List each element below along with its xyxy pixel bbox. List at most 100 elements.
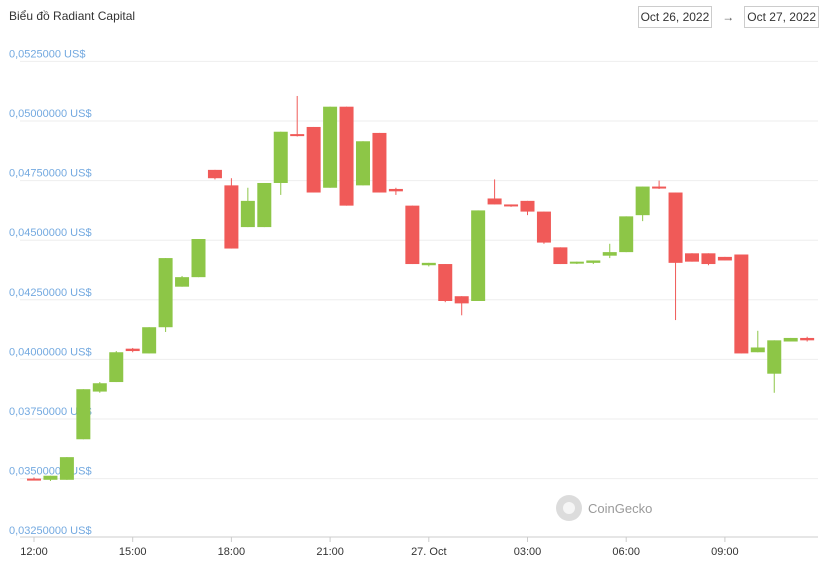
candle-down — [27, 477, 41, 481]
candle-down — [454, 296, 469, 316]
y-tick-label: 0,04250000 US$ — [9, 287, 92, 299]
candle-body — [290, 134, 305, 137]
candle-up — [59, 457, 74, 480]
x-tick-label: 09:00 — [711, 546, 739, 558]
candle-down — [553, 247, 568, 265]
candle-body — [323, 106, 338, 188]
candle-body — [59, 457, 74, 480]
candle-body — [388, 188, 403, 192]
candle-down — [207, 169, 222, 180]
candle-body — [191, 239, 206, 278]
y-gridlines — [20, 60, 818, 480]
candle-down — [372, 132, 387, 193]
candle-up — [569, 261, 584, 265]
candle-down — [224, 178, 239, 249]
candle-body — [224, 185, 239, 249]
candle-up — [750, 330, 765, 353]
watermark-text: CoinGecko — [588, 500, 653, 516]
x-tick-label: 06:00 — [612, 546, 640, 558]
candle-down — [800, 336, 815, 342]
candle-body — [701, 253, 716, 265]
y-tick-label: 0,04500000 US$ — [9, 227, 92, 239]
candle-body — [92, 383, 107, 392]
candle-body — [800, 337, 815, 341]
coingecko-watermark: CoinGecko — [556, 495, 652, 521]
candle-body — [553, 247, 568, 265]
y-tick-label: 0,03750000 US$ — [9, 406, 92, 418]
candle-down — [487, 179, 502, 205]
candle-body — [685, 253, 699, 262]
candle-down — [306, 126, 321, 193]
candle-down — [504, 204, 519, 207]
candle-up — [421, 262, 436, 267]
candle-up — [602, 243, 617, 259]
candle-body — [520, 200, 535, 212]
candle-body — [717, 256, 732, 261]
candle-down — [405, 205, 420, 265]
candle-up — [191, 239, 206, 278]
y-tick-label: 0,05000000 US$ — [9, 108, 92, 120]
candle-down — [536, 211, 551, 244]
candle-body — [207, 169, 222, 179]
date-range: Oct 26, 2022 → Oct 27, 2022 — [637, 6, 819, 28]
chart-title: Biểu đồ Radiant Capital — [9, 9, 136, 23]
y-tick-label: 0,04750000 US$ — [9, 168, 92, 180]
candle-down — [717, 256, 732, 261]
y-tick-label: 0,04000000 US$ — [9, 346, 92, 358]
candle-up — [783, 337, 798, 342]
candle-up — [767, 340, 782, 393]
x-tick-label: 03:00 — [514, 546, 542, 558]
candle-body — [602, 252, 617, 256]
candle-body — [504, 204, 519, 207]
candle-up — [92, 382, 107, 393]
candle-body — [109, 352, 124, 383]
candle-up — [109, 351, 124, 383]
candle-down — [734, 254, 749, 354]
arrow-right-icon: → — [722, 10, 735, 24]
candle-body — [635, 186, 650, 216]
candle-down — [438, 264, 453, 303]
candle-body — [175, 277, 190, 287]
candle-body — [43, 475, 58, 480]
candle-up — [356, 141, 370, 186]
candle-body — [668, 192, 683, 263]
candle-up — [323, 106, 338, 188]
date-from-input[interactable]: Oct 26, 2022 — [637, 6, 713, 28]
candle-body — [372, 132, 387, 193]
candle-up — [43, 475, 58, 481]
candle-up — [257, 182, 272, 228]
candle-down — [652, 180, 667, 189]
candle-body — [536, 211, 551, 243]
candle-body — [405, 205, 420, 265]
candle-down — [685, 253, 699, 262]
candle-body — [569, 261, 584, 264]
candle-up — [635, 186, 650, 222]
date-to-input[interactable]: Oct 27, 2022 — [744, 6, 819, 28]
x-axis-labels: 12:00 15:00 18:00 21:00 27. Oct 03:00 06:00 09:… — [20, 537, 739, 558]
candle-down — [668, 192, 683, 321]
candle-body — [438, 264, 453, 301]
candle-up — [471, 210, 486, 301]
candle-up — [158, 258, 173, 332]
candle-body — [652, 186, 667, 189]
candle-series — [27, 95, 815, 481]
x-tick-label: 27. Oct — [411, 546, 446, 558]
candle-body — [454, 296, 469, 304]
candle-down — [339, 106, 354, 206]
candle-up — [240, 187, 255, 228]
y-tick-label: 0,0525000 US$ — [9, 48, 85, 60]
candle-body — [421, 262, 436, 266]
x-tick-label: 18:00 — [218, 546, 246, 558]
candle-up — [586, 260, 601, 265]
candle-body — [257, 182, 272, 228]
candle-body — [240, 200, 255, 228]
candle-up — [619, 216, 634, 253]
candle-down — [520, 200, 535, 216]
x-tick-label: 12:00 — [20, 546, 48, 558]
candle-body — [306, 126, 321, 193]
y-axis-labels: 0,03250000 US$0,03500000 US$0,03750000 U… — [9, 48, 92, 537]
candle-up — [76, 389, 91, 440]
candle-body — [125, 348, 140, 352]
x-tick-label: 15:00 — [119, 546, 147, 558]
